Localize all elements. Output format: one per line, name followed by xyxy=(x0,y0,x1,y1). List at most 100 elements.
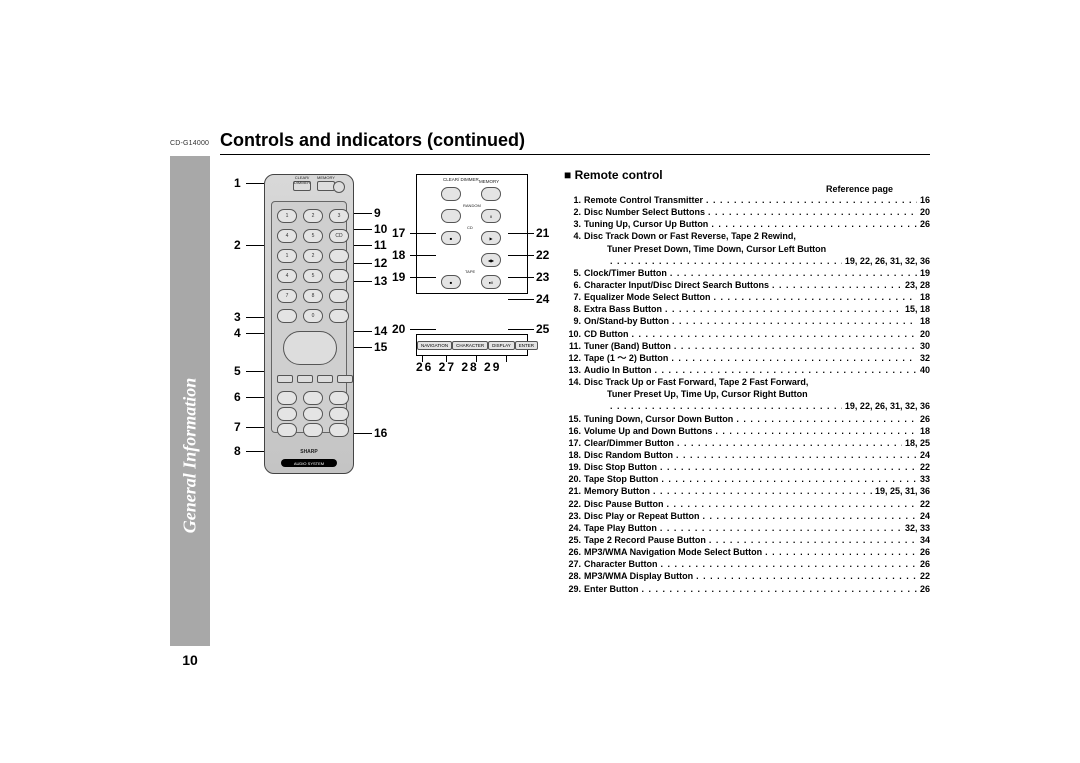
leader-line xyxy=(246,451,264,452)
reference-item: 28.MP3/WMA Display Button22 xyxy=(564,570,930,582)
detail-btn: ■ xyxy=(441,275,461,289)
detail-label: CD xyxy=(467,225,473,230)
callout-number: 22 xyxy=(536,248,549,262)
detail-btn: ◀▶ xyxy=(481,253,501,267)
leader-line xyxy=(354,347,372,348)
callout-number: 19 xyxy=(392,270,405,284)
system-badge: AUDIO SYSTEM xyxy=(281,459,337,467)
reference-item: 16.Volume Up and Down Buttons18 xyxy=(564,425,930,437)
callout-number: 4 xyxy=(234,326,241,340)
subheading: Remote control xyxy=(564,168,663,182)
remote-illustration: CLEAR/ DIMMER MEMORY 123 45CD 12 45 78 0… xyxy=(264,174,354,474)
reference-item: Tuner Preset Up, Time Up, Cursor Right B… xyxy=(564,388,930,400)
reference-item: 21.Memory Button19, 25, 31, 36 xyxy=(564,485,930,497)
reference-item: 29.Enter Button26 xyxy=(564,583,930,595)
page-number: 10 xyxy=(170,652,210,668)
reference-item: 10.CD Button20 xyxy=(564,328,930,340)
reference-item: 6.Character Input/Disc Direct Search But… xyxy=(564,279,930,291)
btn-label: MEMORY xyxy=(315,175,337,180)
leader-line xyxy=(410,233,436,234)
reference-item: 18.Disc Random Button24 xyxy=(564,449,930,461)
reference-item: 25.Tape 2 Record Pause Button34 xyxy=(564,534,930,546)
reference-list: 1.Remote Control Transmitter162.Disc Num… xyxy=(564,194,930,595)
reference-item: 19, 22, 26, 31, 32, 36 xyxy=(564,255,930,267)
reference-item: 5.Clock/Timer Button19 xyxy=(564,267,930,279)
reference-item: 26.MP3/WMA Navigation Mode Select Button… xyxy=(564,546,930,558)
leader-line xyxy=(246,397,264,398)
char-btn: CHARACTER xyxy=(452,341,488,350)
callout-number: 9 xyxy=(374,206,381,220)
callout-number: 13 xyxy=(374,274,387,288)
reference-item: 13.Audio In Button40 xyxy=(564,364,930,376)
leader-line xyxy=(246,427,264,428)
reference-item: 12.Tape (1 ～ 2) Button32 xyxy=(564,352,930,364)
btn-label: CLEAR/ DIMMER xyxy=(291,175,313,185)
callout-number: 6 xyxy=(234,390,241,404)
leader-line xyxy=(246,183,264,184)
callout-number: 20 xyxy=(392,322,405,336)
detail-btn xyxy=(441,209,461,223)
callout-number: 7 xyxy=(234,420,241,434)
detail-label: MEMORY xyxy=(479,179,499,184)
reference-item: 19.Disc Stop Button22 xyxy=(564,461,930,473)
display-btn: DISPLAY xyxy=(488,341,515,350)
callout-number: 25 xyxy=(536,322,549,336)
detail-bottom-box: NAVIGATION CHARACTER DISPLAY ENTER xyxy=(416,334,528,356)
manual-page: CD-G14000 Controls and indicators (conti… xyxy=(170,130,930,670)
detail-bottom-numbers: 26 27 28 29 xyxy=(416,360,501,374)
reference-item: 1.Remote Control Transmitter16 xyxy=(564,194,930,206)
reference-item: 3.Tuning Up, Cursor Up Button26 xyxy=(564,218,930,230)
leader-line xyxy=(508,233,534,234)
callout-number: 10 xyxy=(374,222,387,236)
detail-btn: II xyxy=(481,209,501,223)
leader-line xyxy=(354,229,372,230)
reference-item: 4.Disc Track Down or Fast Reverse, Tape … xyxy=(564,230,930,242)
remote-grid-lower xyxy=(277,391,349,435)
reference-item: 14.Disc Track Up or Fast Forward, Tape 2… xyxy=(564,376,930,388)
callout-number: 5 xyxy=(234,364,241,378)
detail-btn xyxy=(441,187,461,201)
callout-number: 11 xyxy=(374,238,387,252)
reference-item: 24.Tape Play Button32, 33 xyxy=(564,522,930,534)
brand-label: SHARP xyxy=(265,449,353,455)
page-title: Controls and indicators (continued) xyxy=(220,130,525,151)
leader-line xyxy=(508,299,534,300)
callout-number: 2 xyxy=(234,238,241,252)
reference-item: 7.Equalizer Mode Select Button18 xyxy=(564,291,930,303)
reference-item: 19, 22, 26, 31, 32, 36 xyxy=(564,400,930,412)
leader-line xyxy=(354,281,372,282)
detail-label: CLEAR/ DIMMER xyxy=(443,177,479,182)
detail-btn xyxy=(481,187,501,201)
nav-btn: NAVIGATION xyxy=(417,341,452,350)
detail-callout-box: CLEAR/ DIMMER MEMORY RANDOM II CD ■ ▶ ◀▶… xyxy=(416,174,528,294)
leader-line xyxy=(410,255,436,256)
leader-line xyxy=(508,277,534,278)
leader-line xyxy=(410,329,436,330)
reference-item: 20.Tape Stop Button33 xyxy=(564,473,930,485)
detail-btn: ■ xyxy=(441,231,461,245)
callout-number: 1 xyxy=(234,176,241,190)
leader-line xyxy=(246,371,264,372)
callout-number: 23 xyxy=(536,270,549,284)
leader-line xyxy=(506,356,507,362)
reference-item: 2.Disc Number Select Buttons20 xyxy=(564,206,930,218)
callout-number: 8 xyxy=(234,444,241,458)
leader-line xyxy=(354,213,372,214)
reference-item: 8.Extra Bass Button15, 18 xyxy=(564,303,930,315)
callout-number: 21 xyxy=(536,226,549,240)
leader-line xyxy=(354,331,372,332)
reference-item: Tuner Preset Down, Time Down, Cursor Lef… xyxy=(564,243,930,255)
callout-number: 14 xyxy=(374,324,387,338)
leader-line xyxy=(354,245,372,246)
section-sidebar: General Information xyxy=(170,156,210,646)
callout-number: 12 xyxy=(374,256,387,270)
title-rule xyxy=(220,154,930,155)
leader-line xyxy=(354,433,372,434)
detail-label: TAPE xyxy=(465,269,475,274)
callout-number: 24 xyxy=(536,292,549,306)
detail-btn: ●II xyxy=(481,275,501,289)
detail-btn: ▶ xyxy=(481,231,501,245)
leader-line xyxy=(508,255,534,256)
callout-number: 18 xyxy=(392,248,405,262)
callout-number: 3 xyxy=(234,310,241,324)
